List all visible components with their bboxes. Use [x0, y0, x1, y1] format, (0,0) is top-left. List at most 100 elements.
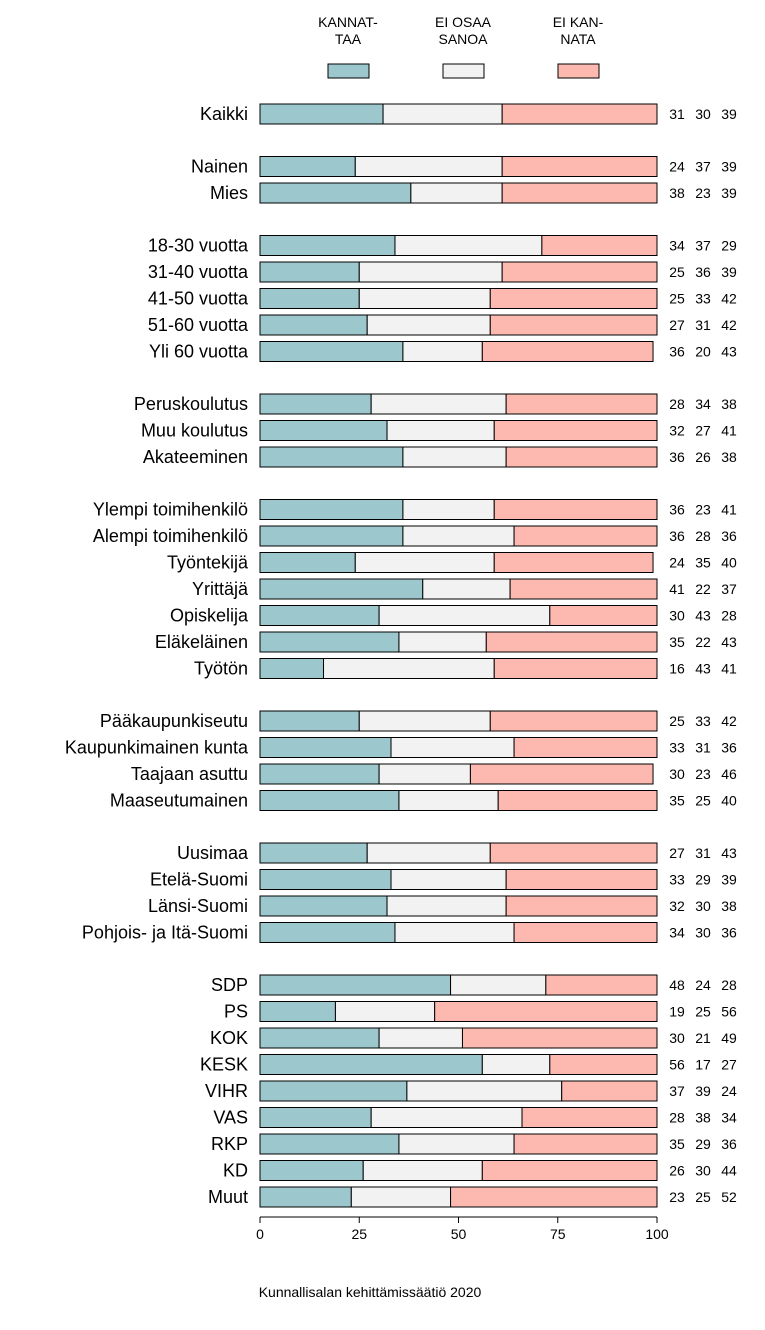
- category-label: 31-40 vuotta: [148, 262, 249, 282]
- value-label: 41: [721, 423, 737, 439]
- value-label: 39: [695, 1083, 711, 1099]
- value-label: 42: [721, 713, 737, 729]
- value-label: 23: [695, 766, 711, 782]
- value-label: 44: [721, 1163, 737, 1179]
- value-label: 35: [669, 634, 685, 650]
- value-label: 38: [669, 185, 685, 201]
- value-label: 36: [669, 449, 685, 465]
- bar-row: Yrittäjä 41 22 37: [192, 578, 737, 600]
- bar-segment: [259, 1186, 352, 1208]
- bar-segment: [493, 499, 658, 520]
- category-label: Ylempi toimihenkilö: [93, 500, 248, 520]
- value-label: 41: [721, 502, 737, 518]
- bar-segment: [561, 1080, 658, 1102]
- value-label: 30: [695, 898, 711, 914]
- bar-segment: [485, 631, 658, 653]
- bar-row: Yli 60 vuotta 36 20 43: [149, 341, 737, 362]
- bar-segment: [259, 1027, 380, 1049]
- bar-segment: [259, 578, 424, 600]
- bar-segment: [402, 446, 507, 468]
- value-label: 34: [669, 238, 685, 254]
- bar-row: VIHR 37 39 24: [205, 1080, 737, 1102]
- bar-row: Työntekijä 24 35 40: [167, 552, 737, 573]
- legend-label-line2: SANOA: [438, 31, 488, 47]
- bar-row: 31-40 vuotta 25 36 39: [148, 261, 737, 283]
- category-label: VIHR: [205, 1081, 248, 1101]
- category-label: Länsi-Suomi: [148, 896, 248, 916]
- bar-row: Alempi toimihenkilö 36 28 36: [93, 525, 737, 547]
- bar-segment: [366, 314, 491, 336]
- value-label: 33: [669, 740, 685, 756]
- category-label: 51-60 vuotta: [148, 315, 249, 335]
- value-label: 34: [721, 1110, 737, 1126]
- category-label: Muu koulutus: [141, 421, 248, 441]
- bar-segment: [259, 446, 404, 468]
- value-label: 35: [695, 555, 711, 571]
- value-label: 23: [669, 1189, 685, 1205]
- value-label: 46: [721, 766, 737, 782]
- value-label: 30: [669, 1030, 685, 1046]
- value-label: 20: [695, 344, 711, 360]
- bar-segment: [259, 922, 396, 943]
- bar-segment: [509, 578, 658, 600]
- bar-segment: [378, 763, 471, 785]
- category-label: 18-30 vuotta: [148, 236, 249, 256]
- legend-item: KANNAT-TAA: [318, 14, 378, 79]
- value-label: 33: [695, 713, 711, 729]
- bar-row: Maaseutumainen 35 25 40: [110, 790, 737, 811]
- legend-swatch: [442, 63, 485, 79]
- category-label: Yli 60 vuotta: [149, 342, 249, 362]
- bar-segment: [545, 974, 658, 996]
- category-label: SDP: [211, 975, 248, 995]
- value-label: 31: [695, 845, 711, 861]
- x-tick-label: 50: [451, 1226, 467, 1242]
- bar-segment: [259, 288, 360, 309]
- value-label: 43: [721, 344, 737, 360]
- value-label: 25: [695, 1189, 711, 1205]
- category-label: KOK: [210, 1028, 248, 1048]
- bar-segment: [513, 737, 658, 758]
- bar-segment: [549, 605, 658, 626]
- bar-row: Länsi-Suomi 32 30 38: [148, 895, 737, 917]
- category-label: Kaikki: [200, 104, 248, 124]
- legend-swatch: [327, 63, 370, 79]
- bar-row: Nainen 24 37 39: [191, 156, 737, 177]
- category-label: Uusimaa: [177, 843, 249, 863]
- bar-row: Opiskelija 30 43 28: [170, 605, 737, 626]
- bar-row: RKP 35 29 36: [211, 1133, 737, 1155]
- bar-segment: [350, 1186, 452, 1208]
- bar-segment: [386, 895, 507, 917]
- value-label: 27: [695, 423, 711, 439]
- bar-segment: [259, 763, 380, 785]
- bar-segment: [505, 446, 658, 468]
- bar-segment: [398, 1133, 515, 1155]
- value-label: 30: [669, 766, 685, 782]
- bar-segment: [259, 658, 325, 679]
- bar-segment: [402, 499, 495, 520]
- bar-row: PS 19 25 56: [224, 1001, 737, 1022]
- bar-row: VAS 28 38 34: [213, 1107, 737, 1128]
- category-label: Pohjois- ja Itä-Suomi: [82, 923, 248, 943]
- category-label: Alempi toimihenkilö: [93, 526, 248, 546]
- value-label: 36: [695, 264, 711, 280]
- bar-row: SDP 48 24 28: [211, 974, 737, 996]
- bar-segment: [493, 658, 658, 679]
- bar-segment: [402, 525, 515, 547]
- bar-segment: [481, 1054, 551, 1075]
- value-label: 26: [695, 449, 711, 465]
- value-label: 28: [721, 977, 737, 993]
- bar-segment: [354, 552, 495, 573]
- bar-segment: [259, 1160, 364, 1181]
- bar-segment: [259, 393, 372, 415]
- bar-row: Akateeminen 36 26 38: [143, 446, 737, 468]
- value-label: 30: [695, 925, 711, 941]
- bar-segment: [489, 288, 658, 309]
- value-label: 24: [669, 555, 685, 571]
- bar-segment: [505, 895, 658, 917]
- value-label: 38: [721, 449, 737, 465]
- value-label: 37: [669, 1083, 685, 1099]
- bar-segment: [469, 763, 654, 785]
- bar-segment: [501, 261, 658, 283]
